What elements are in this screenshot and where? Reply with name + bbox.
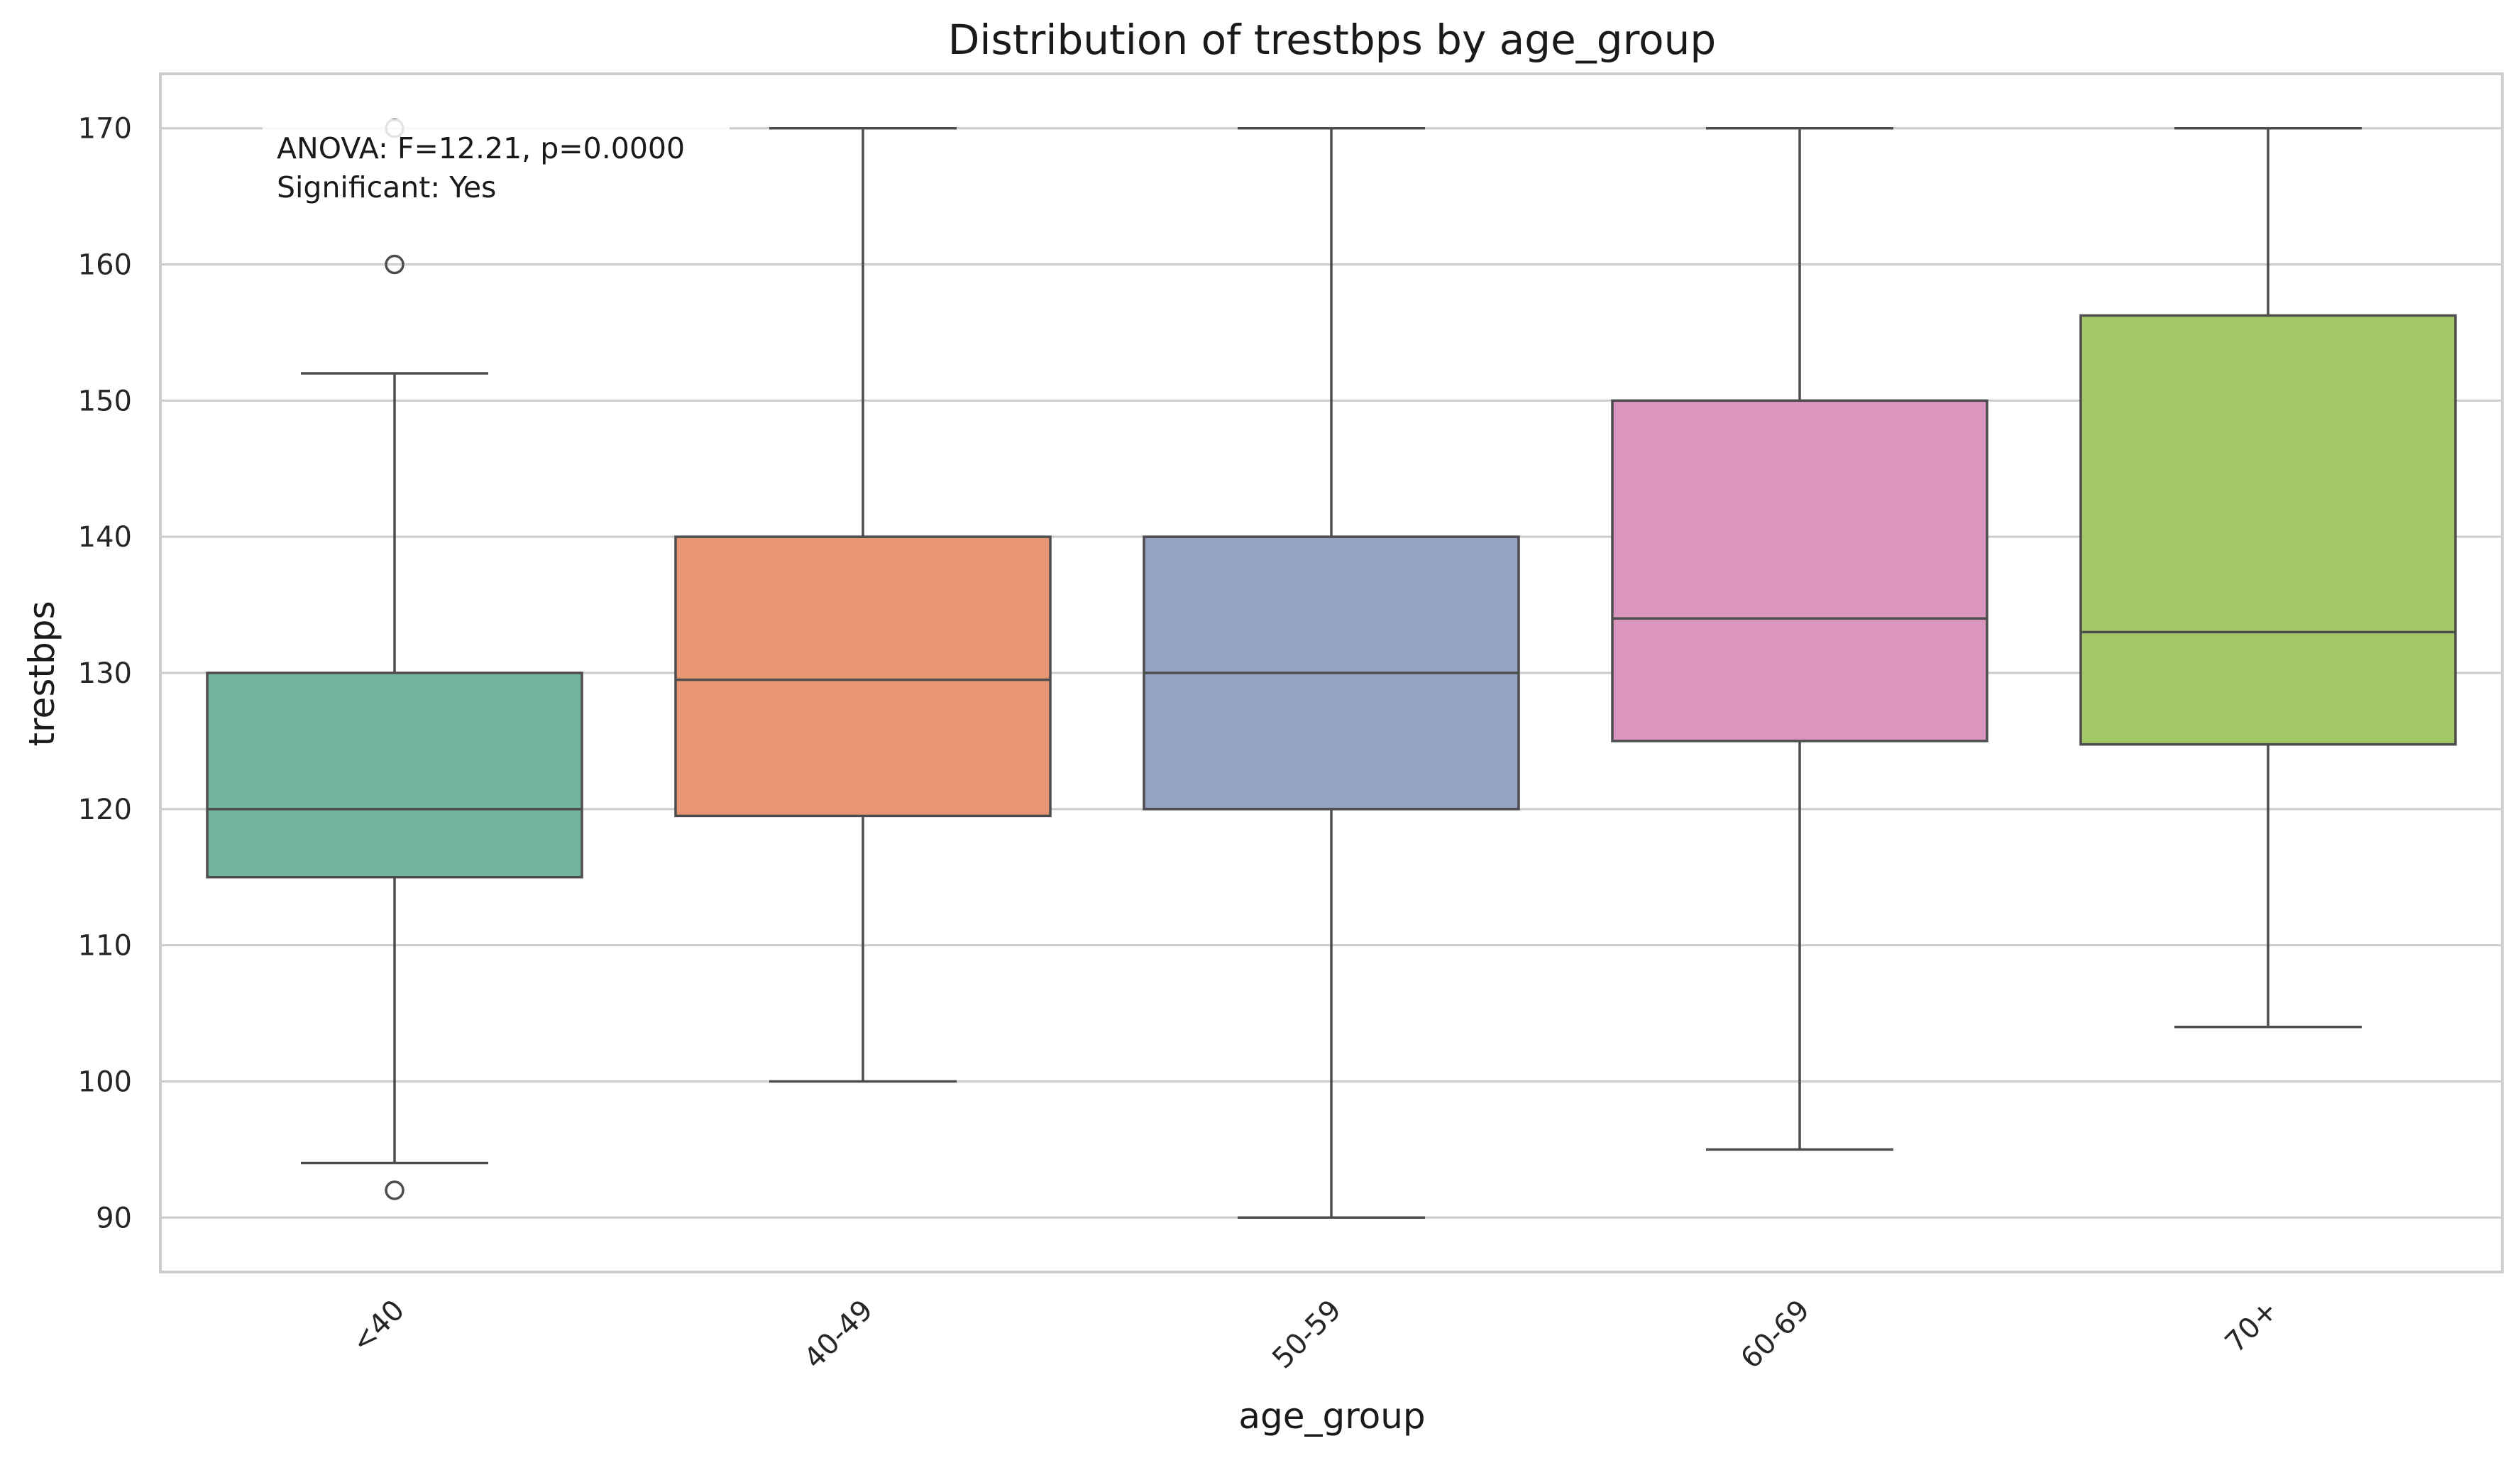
annotation-line-2: Significant: Yes	[277, 170, 496, 204]
annotation-line-1: ANOVA: F=12.21, p=0.0000	[277, 131, 685, 165]
box	[1611, 399, 1988, 742]
y-tick-label-100: 100	[78, 1065, 132, 1098]
box-group-1	[674, 126, 1052, 1083]
y-tick-label-160: 160	[78, 249, 132, 282]
box	[674, 535, 1052, 818]
outlier-point-0	[385, 1180, 405, 1200]
box	[2079, 314, 2457, 746]
box-group-0	[206, 118, 583, 1200]
box-group-3	[1611, 126, 1988, 1151]
box	[206, 672, 583, 879]
x-axis-label: age_group	[1238, 1396, 1425, 1437]
y-tick-label-120: 120	[78, 794, 132, 826]
y-tick-label-110: 110	[78, 930, 132, 963]
box-group-2	[1143, 126, 1520, 1219]
boxes	[206, 118, 2457, 1219]
y-tick-label-140: 140	[78, 521, 132, 554]
y-tick-label-90: 90	[96, 1202, 132, 1234]
chart-title: Distribution of trestbps by age_group	[948, 16, 1716, 64]
annotation-box	[263, 119, 730, 212]
outlier-point-1	[385, 254, 405, 275]
plot-frame	[159, 72, 2504, 1273]
y-tick-label-150: 150	[78, 385, 132, 417]
y-axis-ticks: 90 100 110 120 130 140 150 160 170	[78, 113, 132, 1235]
box-group-4	[2079, 126, 2457, 1029]
y-axis-label: trestbps	[21, 601, 62, 746]
y-tick-label-170: 170	[78, 113, 132, 146]
y-tick-label-130: 130	[78, 657, 132, 690]
